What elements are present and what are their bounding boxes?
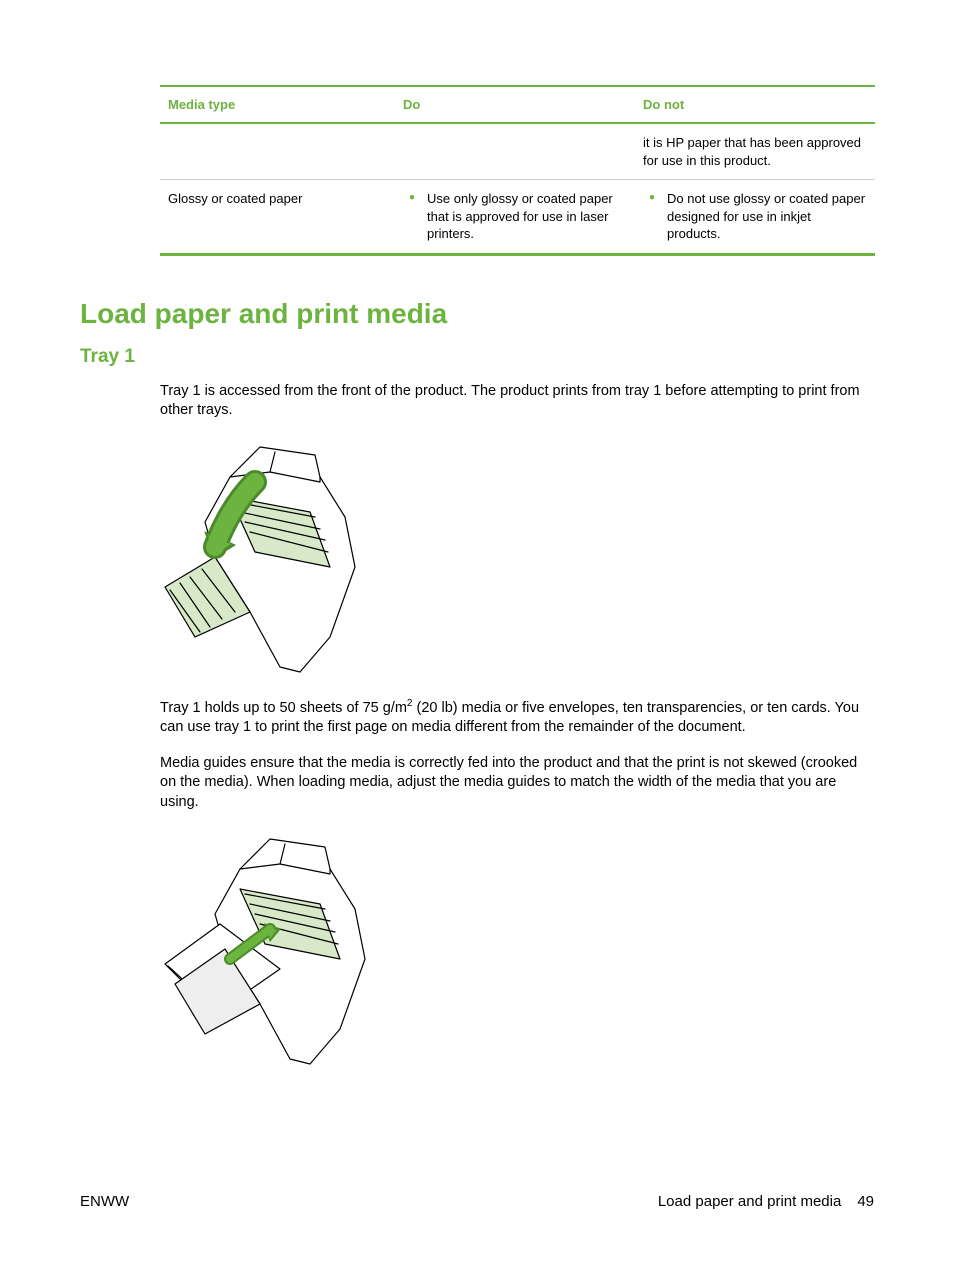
tray-open-diagram — [160, 437, 400, 687]
cell-media-type — [160, 123, 395, 180]
paragraph-2: Tray 1 holds up to 50 sheets of 75 g/m2 … — [160, 697, 874, 738]
page-footer: ENWW Load paper and print media 49 — [80, 1193, 874, 1210]
bullet-icon: ● — [409, 190, 415, 206]
col-header-media-type: Media type — [160, 86, 395, 123]
col-header-do-not: Do not — [635, 86, 875, 123]
table-row: it is HP paper that has been approved fo… — [160, 123, 875, 180]
paragraph-3: Media guides ensure that the media is co… — [160, 754, 874, 813]
donot-item-text: it is HP paper that has been approved fo… — [643, 134, 867, 169]
p2-part-a: Tray 1 holds up to 50 sheets of 75 g/m — [160, 700, 407, 716]
footer-left: ENWW — [80, 1193, 129, 1210]
media-guidelines-table: Media type Do Do not it is HP paper that… — [160, 85, 875, 256]
cell-do: ● Use only glossy or coated paper that i… — [395, 180, 635, 255]
footer-page-number: 49 — [857, 1193, 874, 1210]
donot-item-text: Do not use glossy or coated paper design… — [667, 190, 867, 243]
cell-media-type: Glossy or coated paper — [160, 180, 395, 255]
sub-heading: Tray 1 — [80, 346, 874, 368]
paragraph-1: Tray 1 is accessed from the front of the… — [160, 382, 874, 421]
footer-section-label: Load paper and print media — [658, 1193, 841, 1210]
tray-guides-diagram — [160, 829, 400, 1079]
do-item-text: Use only glossy or coated paper that is … — [427, 190, 627, 243]
cell-do-not: it is HP paper that has been approved fo… — [635, 123, 875, 180]
col-header-do: Do — [395, 86, 635, 123]
table-header-row: Media type Do Do not — [160, 86, 875, 123]
document-page: Media type Do Do not it is HP paper that… — [0, 0, 954, 1270]
cell-do — [395, 123, 635, 180]
cell-do-not: ● Do not use glossy or coated paper desi… — [635, 180, 875, 255]
table-row: Glossy or coated paper ● Use only glossy… — [160, 180, 875, 255]
section-heading: Load paper and print media — [80, 298, 874, 330]
bullet-icon: ● — [649, 190, 655, 206]
